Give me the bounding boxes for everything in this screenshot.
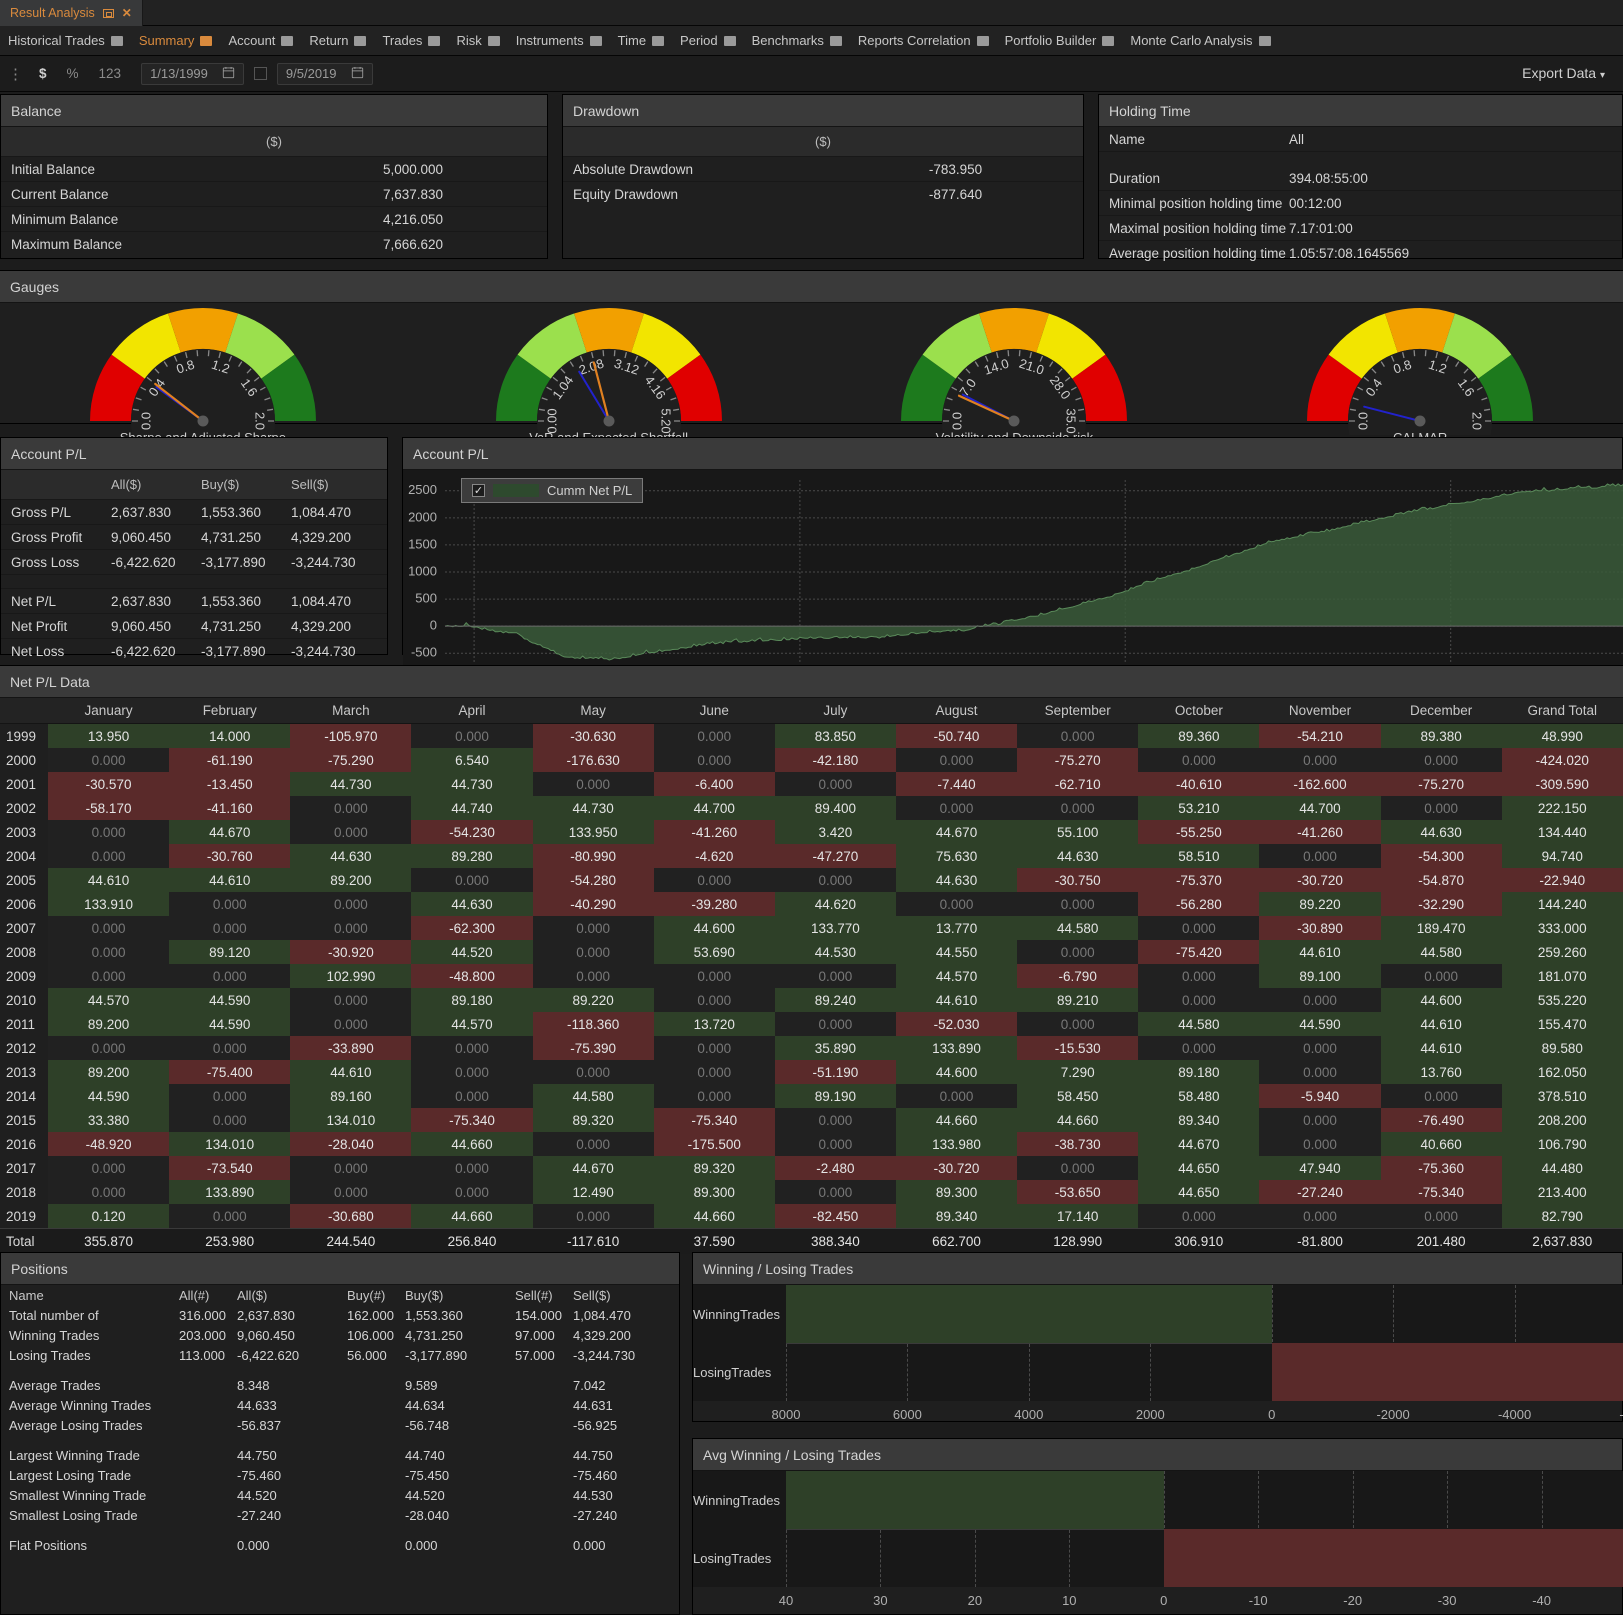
svg-text:-500: -500 <box>411 645 437 660</box>
svg-text:2500: 2500 <box>408 482 437 497</box>
svg-text:2.0: 2.0 <box>1470 412 1485 430</box>
svg-text:1500: 1500 <box>408 536 437 551</box>
svg-text:2.0: 2.0 <box>252 412 267 430</box>
svg-text:1000: 1000 <box>408 563 437 578</box>
svg-text:0.0: 0.0 <box>950 412 965 430</box>
svg-text:0: 0 <box>430 618 437 633</box>
svg-text:0.0: 0.0 <box>138 412 153 430</box>
svg-text:2000: 2000 <box>408 509 437 524</box>
svg-text:0.0: 0.0 <box>1356 412 1371 430</box>
svg-text:500: 500 <box>415 591 437 606</box>
